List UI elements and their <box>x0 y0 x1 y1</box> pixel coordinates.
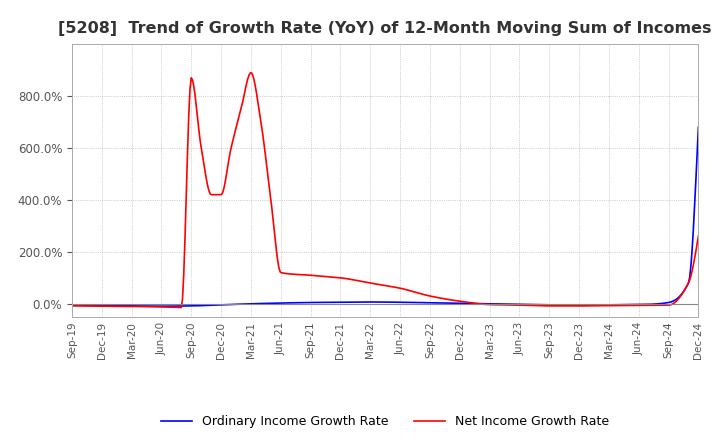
Line: Net Income Growth Rate: Net Income Growth Rate <box>72 73 698 308</box>
Ordinary Income Growth Rate <box>694 125 703 130</box>
Line: Ordinary Income Growth Rate: Ordinary Income Growth Rate <box>72 127 698 306</box>
Net Income Growth Rate <box>682 285 690 290</box>
Net Income Growth Rate <box>368 281 377 286</box>
Ordinary Income Growth Rate <box>370 299 379 304</box>
Net Income Growth Rate <box>409 289 418 294</box>
Net Income Growth Rate <box>694 234 703 239</box>
Net Income Growth Rate <box>443 297 451 302</box>
Net Income Growth Rate <box>372 281 380 286</box>
Net Income Growth Rate <box>68 303 76 308</box>
Ordinary Income Growth Rate <box>680 287 689 293</box>
Net Income Growth Rate <box>177 305 186 310</box>
Net Income Growth Rate <box>247 70 256 76</box>
Title: [5208]  Trend of Growth Rate (YoY) of 12-Month Moving Sum of Incomes: [5208] Trend of Growth Rate (YoY) of 12-… <box>58 21 712 36</box>
Legend: Ordinary Income Growth Rate, Net Income Growth Rate: Ordinary Income Growth Rate, Net Income … <box>156 411 614 433</box>
Net Income Growth Rate <box>584 303 593 308</box>
Ordinary Income Growth Rate <box>582 303 591 308</box>
Ordinary Income Growth Rate <box>68 302 76 308</box>
Ordinary Income Growth Rate <box>408 300 416 305</box>
Ordinary Income Growth Rate <box>157 304 166 309</box>
Ordinary Income Growth Rate <box>366 299 375 304</box>
Ordinary Income Growth Rate <box>442 301 451 306</box>
